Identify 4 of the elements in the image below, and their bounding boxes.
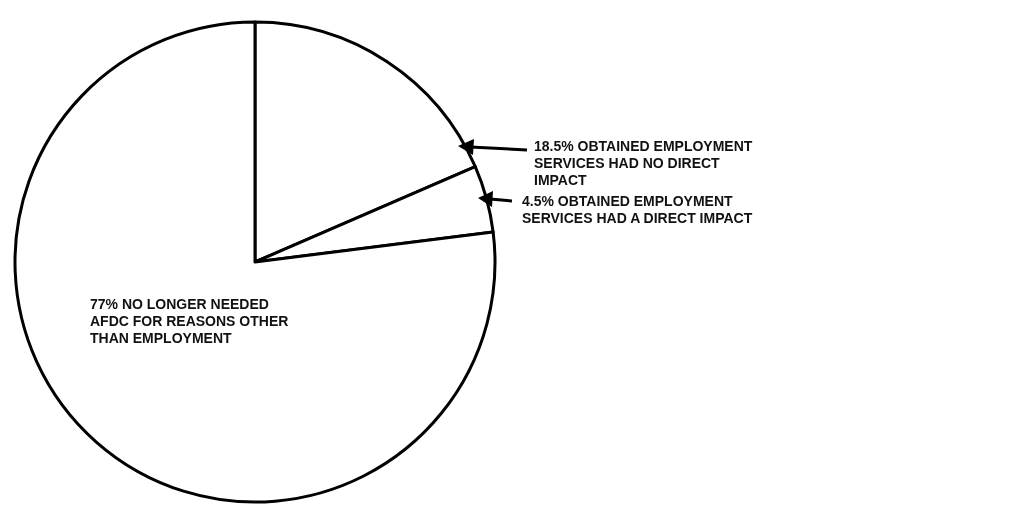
pie-slice [13, 20, 497, 504]
legend-label: 4.5% OBTAINED EMPLOYMENT SERVICES HAD A DIRECT IMPACT [522, 193, 753, 226]
slice-label: 77% NO LONGER NEEDED AFDC FOR REASONS OTHER THAN EMPLOYMENT [90, 296, 289, 346]
slice-label: 18.5% OBTAINED EMPLOYMENT SERVICES HAD NO DIRECT IMPACT [534, 138, 753, 188]
